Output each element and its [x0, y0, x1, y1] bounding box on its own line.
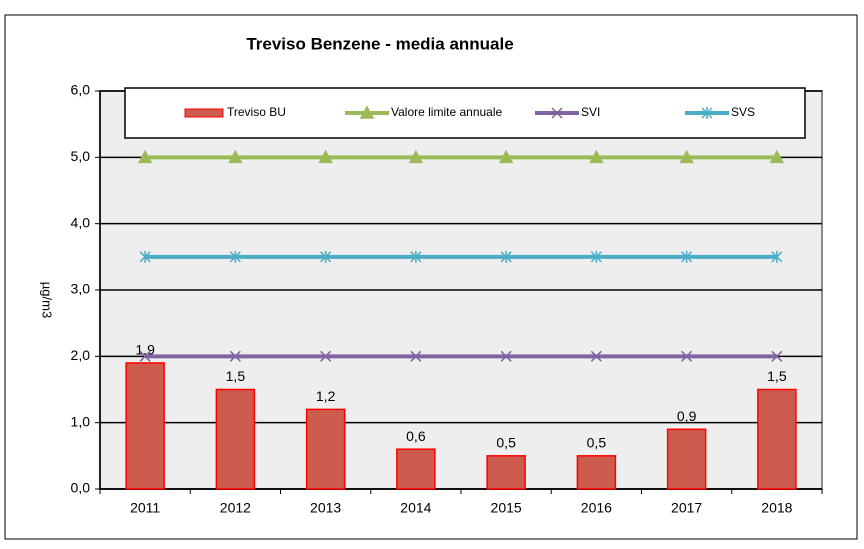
data-label: 0,9 — [677, 408, 697, 424]
legend-label: SVI — [581, 105, 600, 119]
marker — [590, 250, 602, 263]
marker — [228, 149, 243, 164]
y-tick-label: 0,0 — [71, 480, 91, 496]
marker — [320, 350, 332, 362]
y-tick-label: 1,0 — [71, 413, 91, 429]
bar — [215, 388, 256, 490]
y-axis-label: µg/m3 — [40, 282, 55, 318]
marker — [320, 250, 332, 263]
bar — [125, 362, 165, 490]
bar — [757, 388, 797, 490]
marker — [681, 250, 693, 263]
x-tick-label: 2014 — [400, 500, 431, 516]
marker — [771, 250, 783, 263]
bar — [396, 448, 436, 490]
bar — [666, 428, 707, 490]
marker — [771, 350, 783, 362]
marker — [681, 350, 693, 362]
marker — [500, 350, 512, 362]
legend-swatch — [184, 108, 224, 118]
marker — [590, 350, 602, 362]
y-tick-label: 5,0 — [71, 148, 91, 164]
x-tick-label: 2011 — [130, 500, 160, 516]
bar — [305, 408, 346, 490]
data-label: 1,2 — [316, 388, 336, 404]
marker — [229, 350, 241, 362]
y-tick-label: 6,0 — [71, 82, 91, 98]
marker — [318, 149, 333, 164]
marker — [139, 350, 151, 362]
marker — [410, 250, 422, 263]
y-tick-label: 3,0 — [71, 281, 91, 297]
marker — [498, 149, 514, 164]
data-label: 0,5 — [587, 435, 607, 451]
x-tick-label: 2015 — [491, 500, 522, 516]
x-tick-label: 2013 — [310, 500, 341, 516]
marker — [589, 149, 604, 164]
x-tick-label: 2017 — [671, 500, 702, 516]
legend-label: Treviso BU — [227, 105, 286, 119]
data-label: 0,5 — [496, 435, 516, 451]
marker — [500, 250, 512, 263]
marker — [139, 250, 151, 263]
legend-marker — [701, 107, 713, 119]
bar — [486, 455, 526, 490]
legend-label: Valore limite annuale — [391, 105, 503, 119]
x-tick-label: 2018 — [761, 500, 792, 516]
y-tick-label: 2,0 — [71, 347, 91, 363]
marker — [137, 149, 153, 164]
marker — [679, 149, 694, 164]
data-label: 1,5 — [226, 368, 246, 384]
marker — [769, 149, 785, 164]
marker — [410, 350, 422, 362]
data-label: 0,6 — [406, 428, 426, 444]
bar — [576, 455, 617, 490]
legend-marker — [551, 107, 563, 119]
x-tick-label: 2012 — [220, 500, 251, 516]
chart-title: Treviso Benzene - media annuale — [246, 34, 513, 53]
marker — [408, 149, 424, 164]
data-label: 1,9 — [135, 342, 155, 358]
marker — [229, 250, 241, 263]
legend-label: SVS — [731, 105, 755, 119]
legend-marker — [359, 105, 375, 119]
data-label: 1,5 — [767, 368, 787, 384]
x-tick-label: 2016 — [581, 500, 612, 516]
y-tick-label: 4,0 — [71, 214, 91, 230]
